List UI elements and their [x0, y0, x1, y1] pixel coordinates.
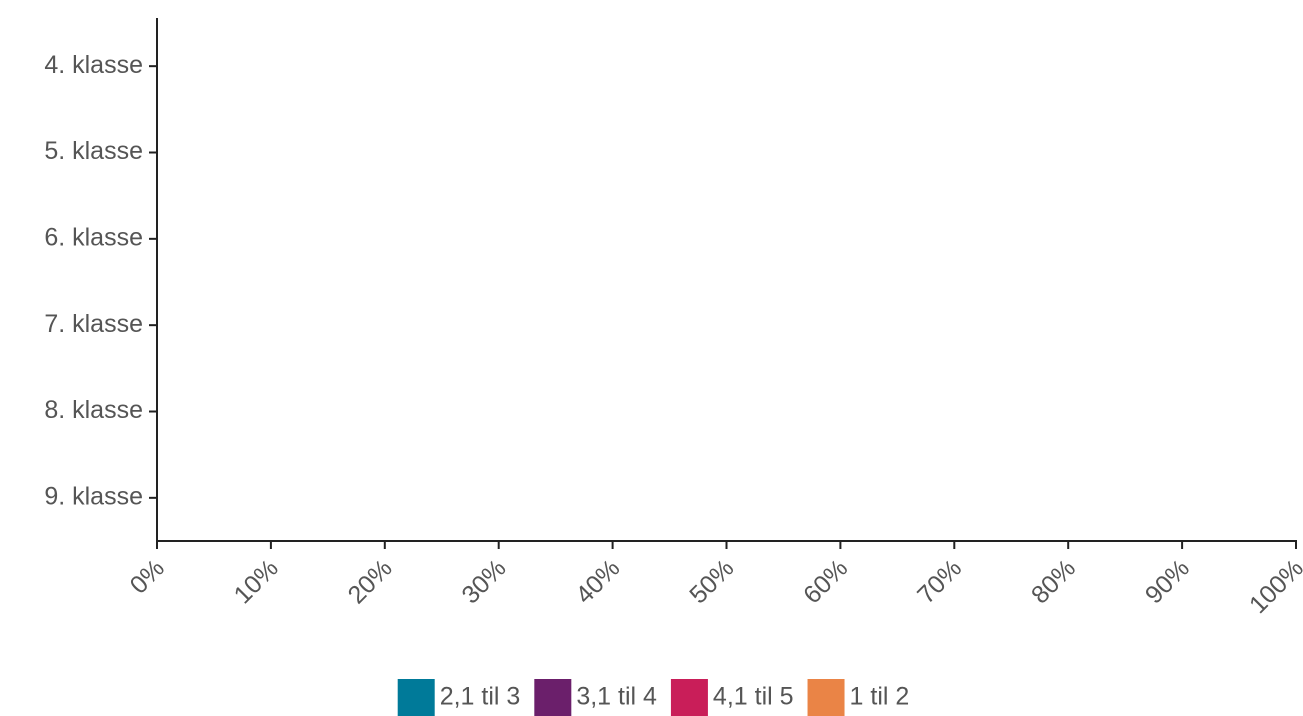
y-tick-label: 6. klasse [44, 223, 143, 251]
x-tick-label: 30% [456, 554, 511, 609]
x-tick-label: 90% [1140, 554, 1195, 609]
legend-label: 4,1 til 5 [713, 683, 794, 711]
legend-swatch [670, 679, 708, 716]
x-tick-label: 80% [1026, 554, 1081, 609]
legend-swatch [397, 679, 435, 716]
y-tick-label: 9. klasse [44, 482, 143, 510]
x-tick-label: 60% [798, 554, 853, 609]
x-tick-label: 40% [570, 554, 625, 609]
x-tick-label: 50% [684, 554, 739, 609]
x-tick-label: 10% [229, 554, 284, 609]
legend-label: 3,1 til 4 [576, 683, 657, 711]
legend-swatch [807, 679, 845, 716]
legend-label: 2,1 til 3 [440, 683, 521, 711]
y-tick-label: 7. klasse [44, 310, 143, 338]
x-tick-label: 100% [1244, 554, 1303, 619]
y-tick-label: 8. klasse [44, 396, 143, 424]
legend: 2,1 til 3 3,1 til 4 4,1 til 5 1 til 2 [397, 679, 910, 716]
legend-swatch [534, 679, 572, 716]
x-tick-label: 20% [343, 554, 398, 609]
y-tick-label: 4. klasse [44, 51, 143, 79]
x-tick-label: 0% [125, 554, 170, 599]
y-tick-label: 5. klasse [44, 137, 143, 165]
legend-label: 1 til 2 [850, 683, 910, 711]
x-tick-label: 70% [912, 554, 967, 609]
